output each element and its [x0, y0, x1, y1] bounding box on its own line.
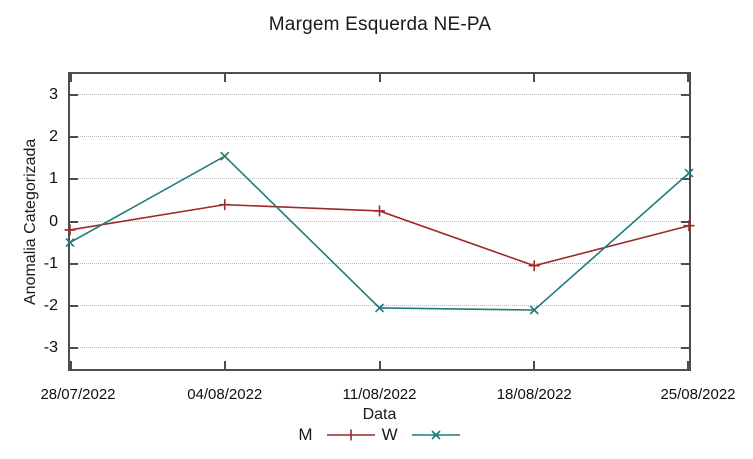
- x-tick-mark: [70, 74, 72, 82]
- y-tick-mark: [681, 220, 689, 223]
- x-tick-mark: [533, 361, 536, 369]
- x-tick-label: 04/08/2022: [187, 386, 263, 403]
- gridline: [70, 304, 689, 306]
- x-tick-mark: [378, 361, 381, 369]
- y-tick-mark: [70, 178, 78, 181]
- plot-area: [64, 72, 695, 371]
- y-tick-label: 1: [49, 170, 58, 188]
- y-tick-mark: [70, 262, 78, 265]
- gridline: [70, 220, 689, 222]
- gridline: [70, 346, 689, 348]
- y-tick-mark: [681, 346, 689, 349]
- legend-label: M: [298, 425, 313, 444]
- x-tick-mark: [687, 361, 689, 369]
- x-axis-title: Data: [362, 406, 397, 423]
- x-tick-mark: [223, 74, 226, 82]
- y-tick-mark: [681, 262, 689, 265]
- x-tick-label: 28/07/2022: [40, 386, 116, 403]
- x-tick-mark: [378, 74, 381, 82]
- x-tick-mark: [687, 74, 689, 82]
- gridline: [70, 262, 689, 264]
- x-tick-mark: [223, 361, 226, 369]
- gridline: [70, 94, 689, 96]
- y-tick-label: 2: [49, 128, 58, 146]
- data-series-layer: [64, 151, 695, 315]
- gridline: [70, 178, 689, 180]
- legend-item-w: W: [382, 425, 461, 445]
- legend-label: W: [381, 425, 398, 444]
- y-tick-mark: [681, 94, 689, 97]
- y-tick-label: -3: [43, 338, 58, 356]
- x-tick-label: 11/08/2022: [342, 386, 417, 403]
- series-markers-w: [65, 151, 694, 315]
- y-tick-label: 0: [49, 212, 58, 230]
- y-tick-mark: [70, 304, 78, 307]
- y-tick-label: -1: [43, 254, 58, 272]
- y-tick-mark: [70, 220, 78, 223]
- x-tick-mark: [70, 361, 72, 369]
- y-tick-mark: [681, 136, 689, 139]
- y-tick-label: 3: [49, 86, 58, 104]
- y-tick-mark: [70, 346, 78, 349]
- series-markers-m: [64, 199, 695, 272]
- x-tick-label: 25/08/2022: [660, 386, 736, 403]
- y-tick-mark: [70, 136, 78, 139]
- x-tick-label: 18/08/2022: [496, 386, 572, 403]
- legend-sample-cross-icon: [411, 430, 460, 440]
- legend-item-m: M: [298, 425, 375, 445]
- gridline: [70, 136, 689, 138]
- y-tick-mark: [681, 178, 689, 181]
- y-tick-mark: [70, 94, 78, 97]
- y-tick-label: -2: [43, 296, 58, 314]
- chart-title: Margem Esquerda NE-PA: [268, 14, 492, 35]
- series-line-w: [69, 155, 690, 311]
- legend-sample-plus-icon: [326, 429, 375, 441]
- x-tick-mark: [533, 74, 536, 82]
- y-tick-mark: [681, 304, 689, 307]
